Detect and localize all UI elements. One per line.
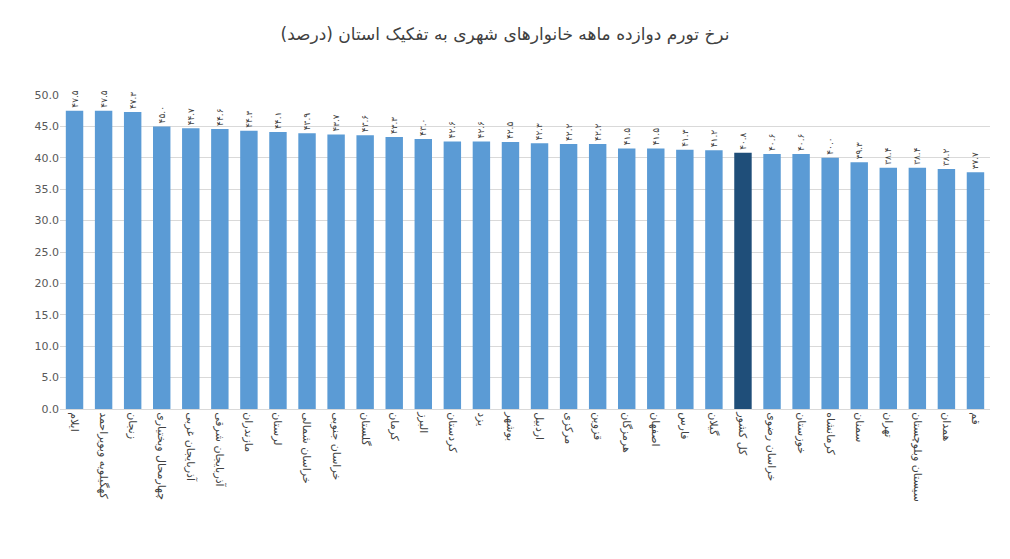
svg-text:25.0: 25.0 — [35, 246, 60, 259]
svg-text:5.0: 5.0 — [42, 371, 60, 384]
svg-text:ایلام: ایلام — [68, 412, 81, 432]
svg-text:۴۱.۲: ۴۱.۲ — [709, 130, 719, 148]
svg-text:۴۲.۲: ۴۲.۲ — [564, 123, 574, 141]
svg-text:۴۴.۳: ۴۴.۳ — [244, 111, 254, 128]
svg-text:30.0: 30.0 — [35, 214, 60, 227]
svg-text:۴۴.۱: ۴۴.۱ — [273, 112, 283, 129]
svg-text:20.0: 20.0 — [35, 277, 60, 290]
svg-text:۴۱.۵: ۴۱.۵ — [651, 128, 661, 146]
svg-text:۴۰.۰: ۴۰.۰ — [825, 137, 835, 154]
svg-text:۴۷.۳: ۴۷.۳ — [128, 92, 138, 109]
svg-text:۴۲.۵: ۴۲.۵ — [505, 122, 515, 140]
svg-text:40.0: 40.0 — [35, 152, 60, 165]
svg-text:قزوین: قزوین — [591, 412, 604, 440]
svg-text:کهگیلویه وبویراحمد: کهگیلویه وبویراحمد — [97, 412, 110, 499]
svg-text:نرخ تورم دوازده ماهه خانوارهای: نرخ تورم دوازده ماهه خانوارهای شهری به ت… — [281, 24, 730, 45]
svg-text:15.0: 15.0 — [35, 309, 60, 322]
svg-text:۴۰.۸: ۴۰.۸ — [738, 133, 748, 150]
svg-text:۴۵.۰: ۴۵.۰ — [157, 106, 167, 123]
svg-text:۴۲.۳: ۴۲.۳ — [534, 123, 544, 140]
svg-text:۴۱.۵: ۴۱.۵ — [622, 128, 632, 146]
svg-text:50.0: 50.0 — [35, 89, 60, 102]
svg-text:۳۷.۷: ۳۷.۷ — [970, 152, 980, 169]
svg-text:البرز: البرز — [417, 411, 430, 433]
svg-text:خوزستان: خوزستان — [795, 412, 808, 454]
svg-text:خراسان رضوی: خراسان رضوی — [765, 412, 778, 481]
svg-text:۳۸.۴: ۳۸.۴ — [883, 147, 893, 165]
svg-text:۴۳.۰: ۴۳.۰ — [418, 119, 428, 136]
svg-text:۴۴.۶: ۴۴.۶ — [215, 108, 225, 126]
svg-text:همدان: همدان — [940, 412, 953, 441]
svg-text:کل کشور: کل کشور — [736, 411, 749, 456]
svg-text:مرکزی: مرکزی — [562, 412, 575, 444]
svg-text:۴۴.۷: ۴۴.۷ — [186, 108, 196, 125]
svg-text:35.0: 35.0 — [35, 183, 60, 196]
svg-text:فارس: فارس — [678, 412, 691, 439]
svg-text:۴۲.۲: ۴۲.۲ — [593, 123, 603, 141]
svg-text:۴۳.۷: ۴۳.۷ — [331, 114, 341, 131]
svg-text:خراسان شمالی: خراسان شمالی — [300, 412, 313, 484]
svg-text:مازندران: مازندران — [242, 412, 255, 452]
svg-text:گیلان: گیلان — [707, 412, 720, 436]
svg-text:۳۹.۳: ۳۹.۳ — [854, 142, 864, 159]
svg-text:کرمان: کرمان — [388, 412, 401, 441]
svg-text:هرمزگان: هرمزگان — [620, 412, 633, 453]
svg-text:۳۸.۲: ۳۸.۲ — [941, 149, 951, 167]
svg-text:سمنان: سمنان — [853, 412, 866, 442]
svg-text:۴۲.۶: ۴۲.۶ — [447, 121, 457, 139]
svg-text:۴۷.۵: ۴۷.۵ — [70, 90, 80, 108]
svg-text:خراسان جنوبی: خراسان جنوبی — [330, 412, 343, 480]
svg-text:۴۲.۶: ۴۲.۶ — [476, 121, 486, 139]
svg-text:اصفهان: اصفهان — [649, 412, 662, 446]
svg-text:لرستان: لرستان — [271, 412, 284, 445]
svg-text:10.0: 10.0 — [35, 340, 60, 353]
svg-text:گلستان: گلستان — [359, 412, 372, 446]
svg-text:کرمانشاه: کرمانشاه — [824, 412, 837, 455]
svg-text:کردستان: کردستان — [446, 412, 459, 453]
svg-text:قم: قم — [969, 412, 982, 425]
svg-text:0.0: 0.0 — [42, 403, 60, 416]
svg-text:اردبیل: اردبیل — [533, 412, 546, 440]
svg-text:تهران: تهران — [882, 412, 895, 437]
svg-text:آذربایجان غربی: آذربایجان غربی — [184, 412, 198, 482]
svg-text:۴۷.۵: ۴۷.۵ — [99, 90, 109, 108]
svg-text:زنجان: زنجان — [126, 412, 139, 439]
svg-text:45.0: 45.0 — [35, 120, 60, 133]
svg-text:چهارمحال وبختیاری: چهارمحال وبختیاری — [155, 412, 168, 500]
svg-text:یزد: یزد — [475, 412, 488, 426]
svg-text:۴۳.۹: ۴۳.۹ — [302, 113, 312, 131]
svg-text:۴۳.۶: ۴۳.۶ — [360, 115, 370, 133]
svg-text:بوشهر: بوشهر — [504, 411, 517, 441]
svg-text:آذربایجان شرقی: آذربایجان شرقی — [213, 412, 227, 487]
svg-text:۴۰.۶: ۴۰.۶ — [796, 133, 806, 151]
svg-text:۴۱.۳: ۴۱.۳ — [680, 129, 690, 146]
svg-text:۴۳.۳: ۴۳.۳ — [389, 117, 399, 134]
svg-text:۳۸.۴: ۳۸.۴ — [912, 147, 922, 165]
svg-text:سیستان وبلوچستان: سیستان وبلوچستان — [911, 412, 924, 502]
svg-text:۴۰.۶: ۴۰.۶ — [767, 133, 777, 151]
